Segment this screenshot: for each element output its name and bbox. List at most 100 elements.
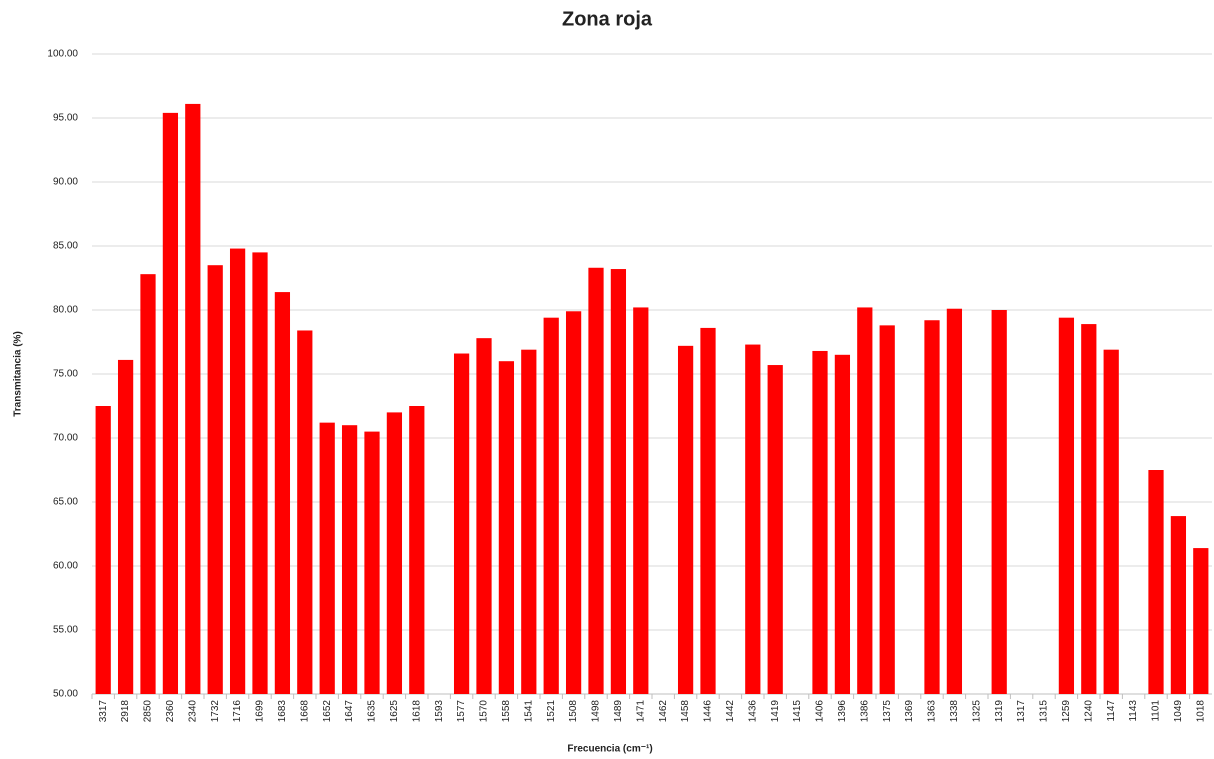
bar <box>588 267 604 694</box>
bar <box>409 406 425 694</box>
bar <box>252 252 268 694</box>
x-tick-label: 1396 <box>837 700 848 723</box>
bar <box>297 330 313 694</box>
bar <box>453 353 470 694</box>
bar <box>521 349 537 694</box>
x-tick-label: 1625 <box>389 700 400 723</box>
x-tick-label: 1462 <box>658 700 669 723</box>
bar <box>565 311 582 694</box>
bar <box>117 359 134 694</box>
x-tick-label: 1317 <box>1016 700 1027 723</box>
bar <box>700 327 716 694</box>
bar <box>185 103 201 695</box>
x-tick-label: 1458 <box>680 700 691 723</box>
x-tick-label: 1683 <box>277 700 288 723</box>
x-tick-label: 1521 <box>546 700 557 723</box>
bar <box>1148 470 1164 694</box>
x-tick-label: 1570 <box>479 700 490 723</box>
bar <box>274 292 291 694</box>
bar <box>364 431 380 694</box>
bar <box>1103 349 1119 694</box>
x-tick-label: 1471 <box>635 700 646 723</box>
y-tick-label: 85.00 <box>53 241 78 252</box>
bar <box>1081 324 1097 694</box>
y-tick-label: 95.00 <box>53 113 78 124</box>
x-tick-label: 1049 <box>1173 700 1184 723</box>
bar <box>946 308 963 694</box>
x-tick-label: 1541 <box>523 700 534 723</box>
bar <box>879 325 895 694</box>
y-axis-label: Transmitancia (%) <box>13 331 24 417</box>
x-tick-label: 1415 <box>792 700 803 723</box>
x-tick-label: 1101 <box>1151 700 1162 722</box>
x-tick-label: 1508 <box>568 700 579 723</box>
x-tick-label: 1363 <box>927 700 938 723</box>
y-tick-label: 90.00 <box>53 177 78 188</box>
bar <box>162 112 179 694</box>
x-tick-label: 1652 <box>322 700 333 723</box>
x-tick-label: 1143 <box>1128 700 1139 722</box>
x-tick-label: 2850 <box>143 700 154 723</box>
x-tick-label: 1489 <box>613 700 624 723</box>
x-tick-label: 2360 <box>165 700 176 723</box>
x-tick-label: 1446 <box>703 700 714 723</box>
y-tick-label: 75.00 <box>53 369 78 380</box>
x-tick-label: 1647 <box>344 700 355 723</box>
bar <box>1058 317 1075 694</box>
x-axis-label: Frecuencia (cm⁻¹) <box>567 744 652 755</box>
x-tick-label: 1375 <box>882 700 893 723</box>
x-tick-label: 1240 <box>1083 700 1094 723</box>
x-tick-label: 3317 <box>98 700 109 723</box>
x-tick-label: 2340 <box>187 700 198 723</box>
bar <box>95 406 111 694</box>
bar <box>834 354 851 694</box>
x-tick-label: 1732 <box>210 700 221 723</box>
x-tick-label: 1419 <box>770 700 781 723</box>
bar <box>767 365 783 694</box>
bar <box>677 345 694 694</box>
bar <box>140 274 156 694</box>
x-tick-label: 1558 <box>501 700 512 723</box>
x-tick-label: 1338 <box>949 700 960 723</box>
x-tick-label: 1259 <box>1061 700 1072 723</box>
x-tick-label: 1386 <box>859 700 870 723</box>
bar <box>229 248 246 694</box>
bar <box>498 361 515 694</box>
x-tick-label: 2918 <box>120 700 131 723</box>
x-tick-label: 1406 <box>815 700 826 723</box>
bar <box>610 269 627 694</box>
bar <box>924 320 940 694</box>
x-tick-label: 1147 <box>1106 700 1117 722</box>
bar <box>543 317 559 694</box>
y-tick-label: 65.00 <box>53 497 78 508</box>
bar <box>857 307 873 694</box>
bar <box>341 425 358 694</box>
bar <box>633 307 649 694</box>
x-tick-label: 1319 <box>994 700 1005 723</box>
bar <box>319 422 335 694</box>
bar <box>812 350 828 694</box>
x-tick-label: 1716 <box>232 700 243 723</box>
y-tick-label: 55.00 <box>53 625 78 636</box>
y-tick-label: 80.00 <box>53 305 78 316</box>
y-tick-label: 60.00 <box>53 561 78 572</box>
bar <box>476 338 492 694</box>
x-tick-label: 1442 <box>725 700 736 723</box>
x-tick-label: 1436 <box>747 700 758 723</box>
bar <box>386 412 403 694</box>
bar <box>207 265 223 694</box>
x-tick-label: 1369 <box>904 700 915 723</box>
x-tick-label: 1618 <box>411 700 422 723</box>
x-tick-label: 1325 <box>971 700 982 723</box>
bar <box>745 344 761 694</box>
bar <box>991 310 1007 694</box>
x-tick-label: 1635 <box>367 700 378 723</box>
x-tick-label: 1577 <box>456 700 467 723</box>
x-tick-label: 1315 <box>1039 700 1050 723</box>
y-tick-label: 100.00 <box>47 49 78 60</box>
x-tick-label: 1593 <box>434 700 445 723</box>
chart-title: Zona roja <box>562 8 653 30</box>
x-tick-label: 1018 <box>1195 700 1206 723</box>
bar <box>1170 516 1187 694</box>
